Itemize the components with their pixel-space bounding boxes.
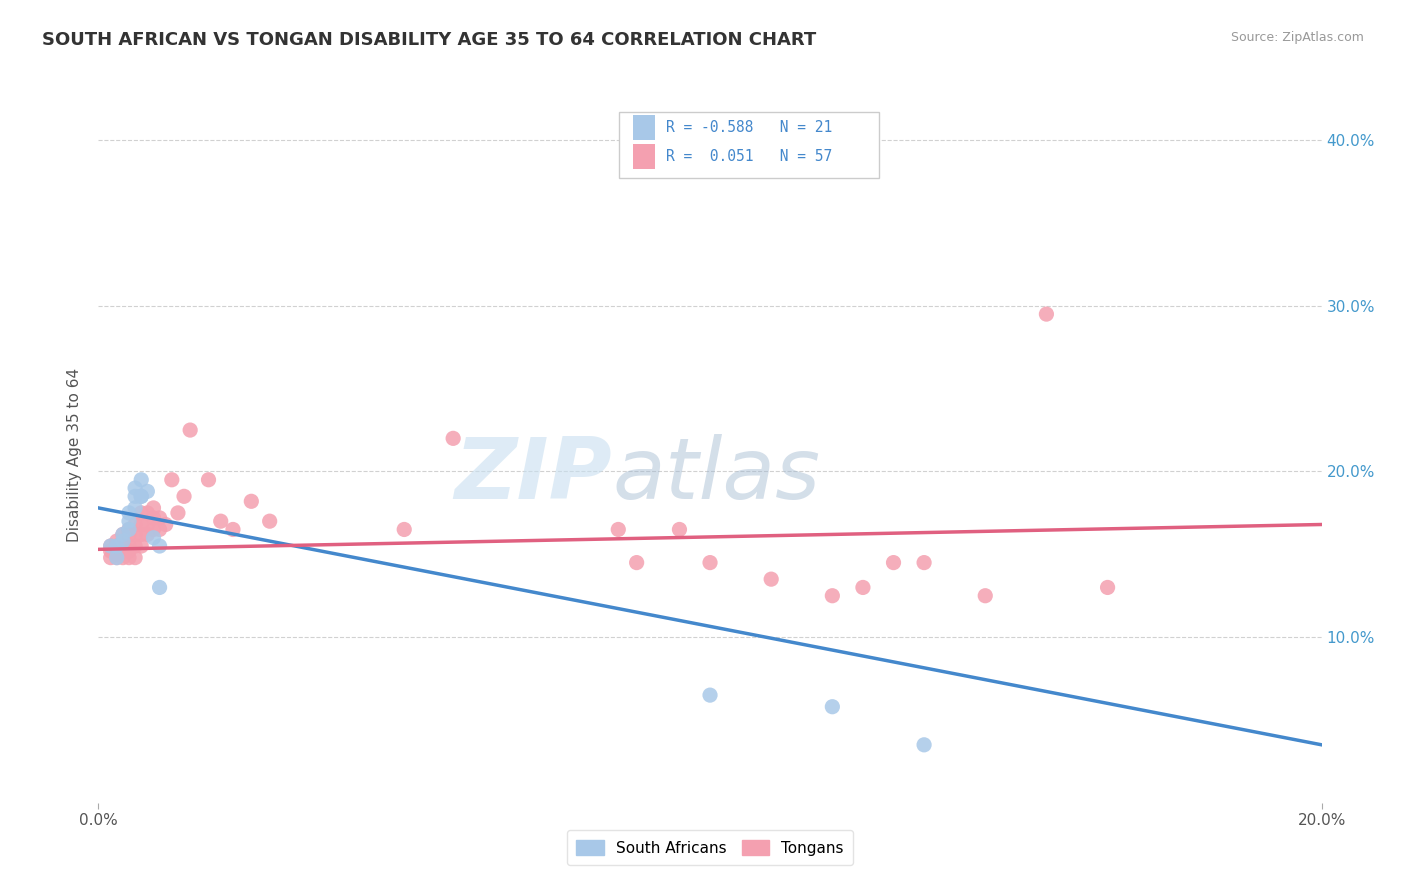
Point (105, 550, 128, 565)
Point (100, 539, 122, 553)
Point (118, 550, 141, 565)
Point (105, 547, 128, 561)
Point (118, 544, 141, 558)
Point (124, 539, 146, 553)
Point (240, 494, 263, 508)
Point (974, 589, 997, 603)
Legend: South Africans, Tongans: South Africans, Tongans (567, 830, 853, 864)
Point (118, 523, 141, 537)
Point (160, 473, 183, 487)
Point (124, 527, 146, 541)
Point (821, 699, 844, 714)
Point (392, 523, 416, 537)
Point (105, 539, 128, 553)
Point (821, 589, 844, 603)
Point (149, 511, 172, 525)
Point (124, 517, 146, 532)
Point (129, 473, 152, 487)
Point (111, 527, 134, 541)
Text: ZIP: ZIP (454, 434, 612, 517)
Point (699, 556, 721, 570)
Point (129, 489, 152, 503)
Point (699, 688, 721, 702)
Point (118, 523, 141, 537)
Point (197, 473, 219, 487)
Point (100, 544, 122, 558)
Text: Source: ZipAtlas.com: Source: ZipAtlas.com (1230, 31, 1364, 45)
Point (124, 481, 146, 495)
Y-axis label: Disability Age 35 to 64: Disability Age 35 to 64 (67, 368, 83, 542)
Point (912, 556, 935, 570)
Point (1035, 307, 1057, 321)
Point (111, 539, 134, 553)
Point (912, 738, 935, 752)
Point (129, 539, 152, 553)
Point (179, 423, 201, 437)
Point (118, 506, 141, 520)
Point (118, 527, 141, 541)
Point (105, 539, 128, 553)
Point (668, 523, 690, 537)
Point (852, 581, 875, 595)
Point (209, 514, 232, 528)
Point (1097, 581, 1119, 595)
Point (136, 517, 159, 532)
Point (149, 523, 172, 537)
Point (105, 550, 128, 565)
Point (136, 527, 159, 541)
Point (167, 506, 190, 520)
Point (626, 556, 648, 570)
Point (142, 511, 165, 525)
Point (441, 431, 464, 445)
Point (149, 539, 172, 553)
Text: R =  0.051   N = 57: R = 0.051 N = 57 (666, 149, 832, 163)
Point (155, 517, 177, 532)
Point (100, 550, 122, 565)
Point (105, 534, 128, 549)
Point (111, 544, 134, 558)
Point (142, 523, 165, 537)
Point (111, 550, 134, 565)
Point (607, 523, 630, 537)
Point (883, 556, 905, 570)
Point (173, 489, 195, 503)
Text: R = -0.588   N = 21: R = -0.588 N = 21 (666, 120, 832, 135)
Point (129, 527, 152, 541)
Point (222, 523, 245, 537)
Point (118, 514, 141, 528)
Point (759, 572, 782, 586)
Point (142, 500, 165, 515)
Point (129, 506, 152, 520)
Point (259, 514, 281, 528)
Point (142, 531, 165, 545)
Point (129, 517, 152, 532)
Point (136, 506, 159, 520)
Text: SOUTH AFRICAN VS TONGAN DISABILITY AGE 35 TO 64 CORRELATION CHART: SOUTH AFRICAN VS TONGAN DISABILITY AGE 3… (42, 31, 817, 49)
Point (100, 539, 122, 553)
Point (124, 489, 146, 503)
Text: atlas: atlas (612, 434, 820, 517)
Point (149, 581, 172, 595)
Point (118, 539, 141, 553)
Point (136, 484, 159, 499)
Point (111, 534, 134, 549)
Point (124, 500, 146, 515)
Point (129, 489, 152, 503)
Point (105, 544, 128, 558)
Point (111, 527, 134, 541)
Point (124, 550, 146, 565)
